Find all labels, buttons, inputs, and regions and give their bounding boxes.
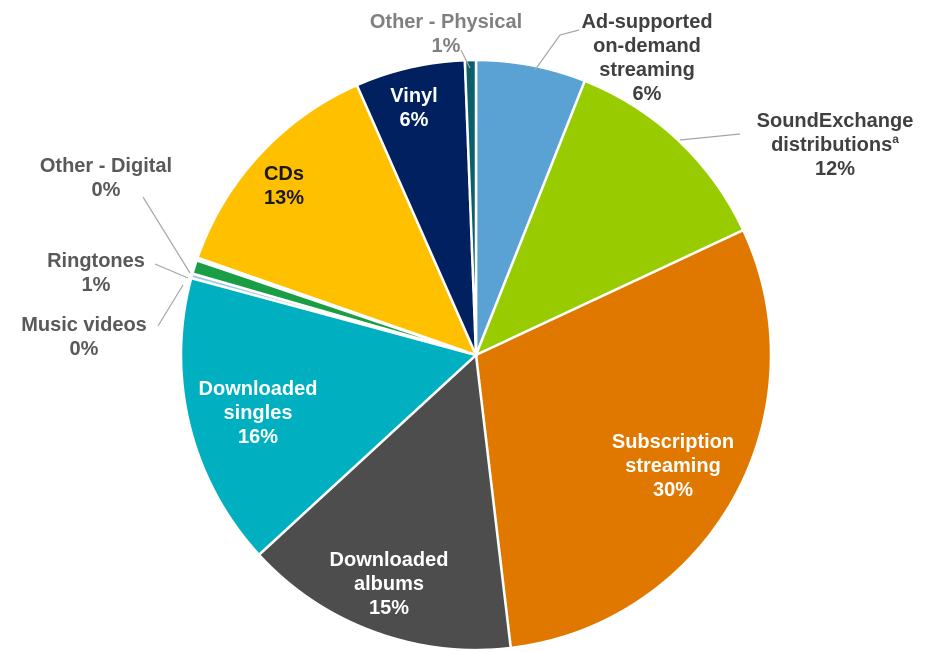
slice-label-line: distributionsa: [771, 132, 899, 156]
slice-label: Other - Digital 0%: [40, 155, 172, 201]
slice-label-line: Vinyl: [390, 85, 437, 107]
slice-percent: 1%: [432, 35, 461, 57]
slice-percent: 0%: [92, 179, 121, 201]
pie-slice: [474, 228, 773, 650]
slice-percent: 0%: [70, 338, 99, 360]
slice-label: Music videos 0%: [21, 314, 147, 360]
slice-label-line: singles: [224, 402, 293, 424]
slices-layer: [179, 58, 773, 652]
leader-line: [679, 133, 741, 141]
slice-label: Ad-supported on-demand streaming 6%: [581, 11, 712, 105]
slice-label: SoundExchange distributionsa 12%: [757, 110, 914, 180]
pie-slice: [257, 352, 513, 652]
leader-line: [460, 49, 471, 69]
labels-layer: Ad-supported on-demand streaming 6%SoundExc…: [21, 11, 913, 619]
slice-percent: 16%: [238, 426, 278, 448]
slice-label-line: on-demand: [593, 35, 701, 57]
slice-label-line: Music videos: [21, 314, 147, 336]
leader-lines-layer: [142, 29, 741, 327]
pie-slice: [463, 58, 478, 356]
slice-percent: 15%: [369, 597, 409, 619]
pie-slice: [195, 83, 479, 358]
superscript-footnote: a: [892, 132, 899, 146]
slice-percent: 1%: [82, 274, 111, 296]
slice-label: Downloaded singles 16%: [199, 378, 318, 448]
slice-label-line: Other - Physical: [370, 11, 522, 33]
leader-line: [142, 196, 191, 274]
slice-label: Vinyl 6%: [390, 85, 437, 131]
slice-label-line: Ad-supported: [581, 11, 712, 33]
slice-label-line: CDs: [264, 163, 304, 185]
slice-percent: 6%: [400, 109, 429, 131]
slice-label: Subscription streaming 30%: [612, 431, 734, 501]
slice-label-line: albums: [354, 573, 424, 595]
slice-percent: 12%: [815, 158, 855, 180]
slice-label-line: Ringtones: [47, 250, 145, 272]
leader-line: [534, 29, 580, 71]
leader-line: [157, 284, 184, 327]
pie-slice: [179, 276, 479, 557]
slice-percent: 30%: [653, 479, 693, 501]
slice-label-line: streaming: [599, 59, 695, 81]
slice-percent: 13%: [264, 187, 304, 209]
slice-label-line: SoundExchange: [757, 110, 914, 132]
pie-slice: [473, 79, 745, 358]
leader-line: [154, 263, 189, 279]
slice-label-line: Other - Digital: [40, 155, 172, 177]
slice-label: Other - Physical 1%: [370, 11, 522, 57]
slice-label-line: streaming: [625, 455, 721, 477]
slice-label-line: Downloaded: [199, 378, 318, 400]
slice-label: Downloaded albums 15%: [330, 549, 449, 619]
slice-label: CDs 13%: [264, 163, 304, 209]
slice-label: Ringtones 1%: [47, 250, 145, 296]
slice-label-line: Downloaded: [330, 549, 449, 571]
slice-percent: 6%: [633, 83, 662, 105]
slice-label-line: Subscription: [612, 431, 734, 453]
